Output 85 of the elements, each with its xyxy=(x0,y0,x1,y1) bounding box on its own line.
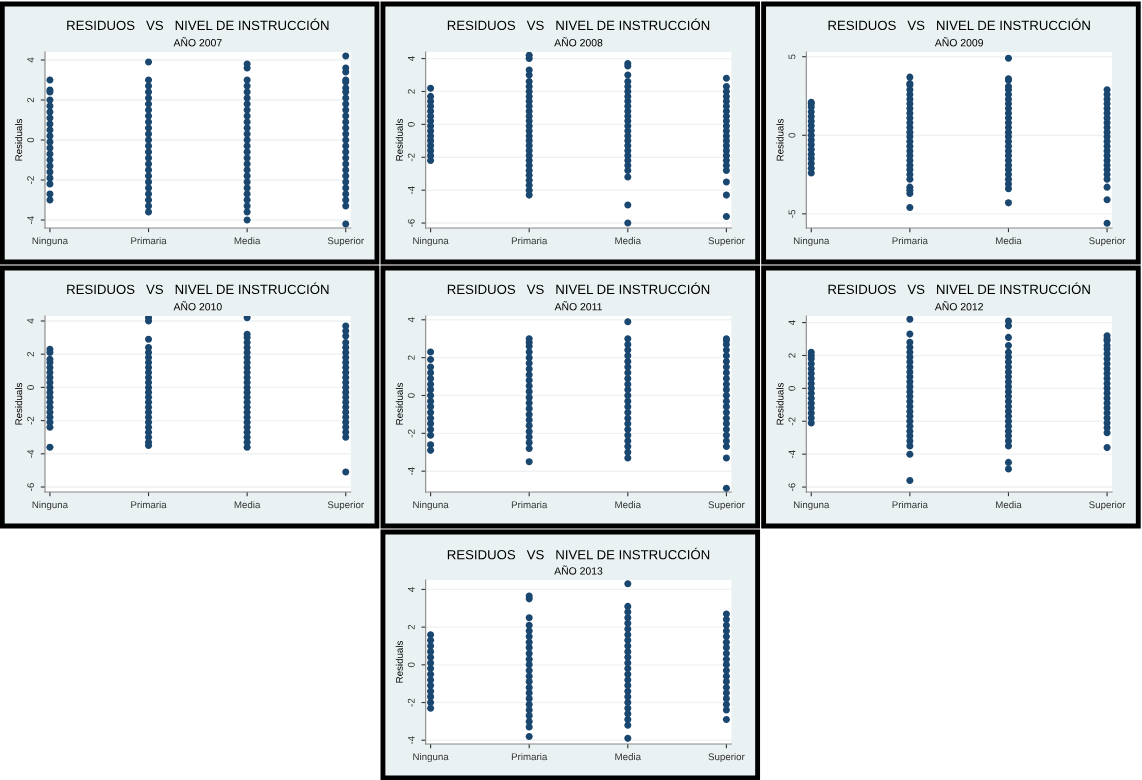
y-tick-label: 2 xyxy=(27,351,34,357)
x-tick-label: Primaria xyxy=(131,237,167,245)
y-tick-label: 4 xyxy=(788,320,796,326)
chart-title: RESIDUOS VS NIVEL DE INSTRUCCIÓN xyxy=(828,18,1090,31)
chart-title: RESIDUOS VS NIVEL DE INSTRUCCIÓN xyxy=(447,18,710,31)
y-tick-label: 0 xyxy=(407,393,415,398)
x-tick-label: Superior xyxy=(708,237,745,247)
chart-subtitle: AÑO 2009 xyxy=(934,37,983,47)
y-tick-label: -6 xyxy=(27,483,35,491)
y-tick-label: 5 xyxy=(788,54,796,60)
y-tick-label: -4 xyxy=(27,449,34,458)
y-tick-label: -2 xyxy=(788,417,796,426)
y-tick-label: 0 xyxy=(788,132,796,138)
y-tick-label: 0 xyxy=(407,122,415,127)
x-tick-label: Superior xyxy=(708,753,745,763)
chart-subtitle: AÑO 2013 xyxy=(554,565,603,575)
x-tick-label: Primaria xyxy=(892,501,928,509)
x-tick-label: Superior xyxy=(1089,501,1126,511)
chart-subtitle: AÑO 2007 xyxy=(173,37,222,47)
x-tick-label: Superior xyxy=(327,501,364,511)
y-axis-title: Residuals xyxy=(395,641,403,683)
x-tick-label: Superior xyxy=(708,501,745,511)
y-axis-title: Residuals xyxy=(776,383,784,425)
y-tick-label: -4 xyxy=(407,736,415,745)
x-tick-label: Media xyxy=(234,501,261,509)
chart-title: RESIDUOS VS NIVEL DE INSTRUCCIÓN xyxy=(67,282,329,295)
y-axis-title: Residuals xyxy=(395,383,403,425)
chart-subtitle: AÑO 2012 xyxy=(934,301,983,311)
x-tick-label: Primaria xyxy=(511,753,548,761)
y-tick-label: -6 xyxy=(407,219,415,227)
x-tick-label: Media xyxy=(615,237,642,245)
chart-subtitle: AÑO 2008 xyxy=(554,37,603,47)
y-tick-label: -2 xyxy=(407,698,415,707)
y-axis-title: Residuals xyxy=(395,119,403,161)
x-tick-label: Media xyxy=(234,237,261,245)
y-tick-label: -2 xyxy=(27,176,34,184)
chart-title: RESIDUOS VS NIVEL DE INSTRUCCIÓN xyxy=(828,282,1090,295)
y-tick-label: -5 xyxy=(788,209,796,218)
y-tick-label: 4 xyxy=(407,56,415,62)
y-tick-label: 0 xyxy=(27,137,35,143)
y-tick-label: 4 xyxy=(27,318,34,324)
y-tick-label: -4 xyxy=(407,186,415,195)
chart-title: RESIDUOS VS NIVEL DE INSTRUCCIÓN xyxy=(447,547,710,560)
y-tick-label: -4 xyxy=(407,467,415,476)
y-tick-label: 2 xyxy=(788,353,796,358)
x-tick-label: Ninguna xyxy=(413,753,449,763)
x-tick-label: Media xyxy=(615,501,642,509)
y-tick-label: -4 xyxy=(788,450,796,459)
y-tick-label: 4 xyxy=(27,57,34,63)
x-tick-label: Primaria xyxy=(892,237,928,245)
y-tick-label: 2 xyxy=(407,624,415,630)
y-tick-label: 2 xyxy=(407,89,415,94)
y-tick-label: -4 xyxy=(27,215,34,224)
chart-title: RESIDUOS VS NIVEL DE INSTRUCCIÓN xyxy=(67,18,329,31)
chart-subtitle: AÑO 2010 xyxy=(173,301,222,311)
x-tick-label: Superior xyxy=(327,237,364,247)
chart-title: RESIDUOS VS NIVEL DE INSTRUCCIÓN xyxy=(447,282,710,295)
x-tick-label: Ninguna xyxy=(793,237,830,247)
y-axis-title: Residuals xyxy=(15,383,23,425)
y-tick-label: 2 xyxy=(27,97,34,103)
x-tick-label: Ninguna xyxy=(32,501,69,511)
y-tick-label: 0 xyxy=(27,385,35,390)
y-tick-label: 4 xyxy=(407,317,415,323)
y-tick-label: -2 xyxy=(27,416,34,425)
x-tick-label: Ninguna xyxy=(413,501,449,511)
x-tick-label: Ninguna xyxy=(793,501,830,511)
y-tick-label: 0 xyxy=(407,662,415,668)
x-tick-label: Superior xyxy=(1089,237,1126,247)
y-axis-title: Residuals xyxy=(776,119,784,161)
y-tick-label: 4 xyxy=(407,587,415,592)
chart-subtitle: AÑO 2011 xyxy=(554,301,602,311)
x-tick-label: Ninguna xyxy=(32,237,69,247)
y-tick-label: 0 xyxy=(788,386,796,391)
y-tick-label: -6 xyxy=(788,483,796,491)
y-tick-label: -2 xyxy=(407,153,415,162)
y-axis-title: Residuals xyxy=(15,119,23,161)
x-tick-label: Primaria xyxy=(511,237,548,245)
x-tick-label: Ninguna xyxy=(413,237,449,247)
y-tick-label: -2 xyxy=(407,429,415,438)
x-tick-label: Primaria xyxy=(511,501,548,509)
x-tick-label: Media xyxy=(615,753,642,761)
x-tick-label: Media xyxy=(996,501,1022,509)
x-tick-label: Media xyxy=(996,237,1022,245)
x-tick-label: Primaria xyxy=(131,501,167,509)
y-tick-label: 2 xyxy=(407,355,415,360)
